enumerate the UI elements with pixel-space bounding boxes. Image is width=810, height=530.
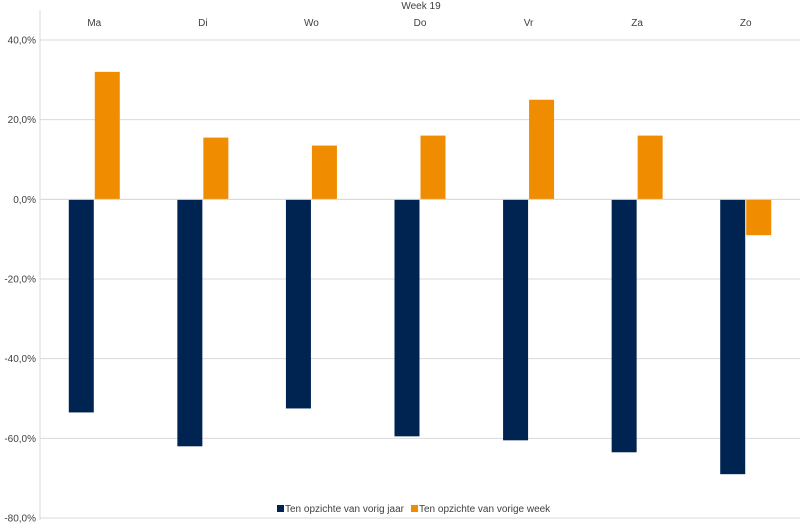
y-tick-label: 0,0% <box>13 195 36 206</box>
bar-vorig-jaar <box>177 199 203 447</box>
chart-title: Week 19 <box>401 1 441 12</box>
legend-label: Ten opzichte van vorig jaar <box>285 504 405 515</box>
y-tick-label: -20,0% <box>4 275 36 286</box>
category-label: Zo <box>740 18 752 29</box>
y-axis-ticks: 40,0% 20,0% 0,0% -20,0% -40,0% -60,0% -80,0% <box>4 36 36 525</box>
bar-vorige-week <box>746 199 772 236</box>
y-tick-label: 20,0% <box>8 115 36 126</box>
bar-vorige-week <box>637 135 663 200</box>
bar-vorig-jaar <box>394 199 420 437</box>
bar-vorige-week <box>94 71 120 200</box>
category-label: Za <box>631 18 643 29</box>
bars <box>40 71 800 475</box>
bar-vorige-week <box>203 137 229 200</box>
category-label: Di <box>198 18 207 29</box>
bar-vorig-jaar <box>720 199 746 475</box>
category-label: Vr <box>524 18 534 29</box>
bar-vorig-jaar <box>68 199 94 413</box>
legend-swatch <box>277 505 284 512</box>
legend: Ten opzichte van vorig jaar Ten opzichte … <box>277 504 551 515</box>
gridlines <box>40 39 800 519</box>
category-label: Wo <box>304 18 319 29</box>
legend-swatch <box>411 505 418 512</box>
bar-vorige-week <box>311 145 337 200</box>
bar-vorig-jaar <box>285 199 311 409</box>
category-label: Do <box>414 18 427 29</box>
y-tick-label: -60,0% <box>4 434 36 445</box>
category-label: Ma <box>87 18 101 29</box>
bar-vorig-jaar <box>611 199 637 453</box>
y-tick-label: -80,0% <box>4 514 36 525</box>
bar-vorige-week <box>420 135 446 200</box>
x-axis-categories: Ma Di Wo Do Vr Za Zo <box>87 18 752 29</box>
bar-vorig-jaar <box>503 199 529 441</box>
bar-vorige-week <box>529 99 555 200</box>
y-tick-label: 40,0% <box>8 36 36 47</box>
y-tick-label: -40,0% <box>4 354 36 365</box>
legend-label: Ten opzichte van vorige week <box>419 504 551 515</box>
